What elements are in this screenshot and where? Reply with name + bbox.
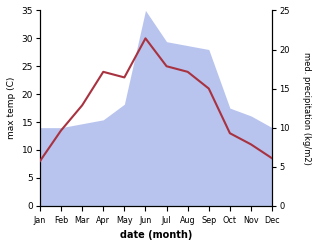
Y-axis label: med. precipitation (kg/m2): med. precipitation (kg/m2): [302, 52, 311, 165]
X-axis label: date (month): date (month): [120, 230, 192, 240]
Y-axis label: max temp (C): max temp (C): [7, 77, 16, 139]
